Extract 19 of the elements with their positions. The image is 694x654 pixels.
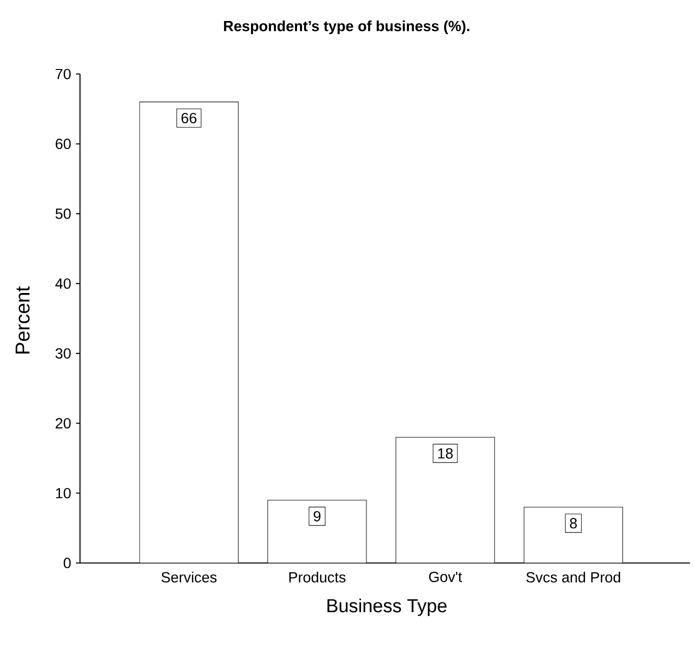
x-tick-label: Products: [289, 572, 346, 582]
y-tick-label: 40: [55, 278, 71, 289]
data-label: 66: [182, 112, 196, 124]
y-tick-label: 10: [56, 488, 71, 498]
data-label: 18: [438, 448, 453, 459]
x-axis-title: Business Type: [327, 598, 447, 616]
y-tick-label: 20: [56, 418, 71, 428]
chart-title: Respondent’s type of business (%).: [224, 20, 470, 34]
data-label: 8: [570, 518, 577, 528]
x-tick-label: Services: [161, 572, 217, 582]
y-tick-label: 60: [56, 138, 71, 150]
data-label: 9: [314, 511, 320, 522]
y-tick-label: 70: [56, 68, 71, 80]
y-axis-title: Percent: [16, 286, 30, 354]
y-tick-label: 0: [64, 558, 71, 568]
y-tick-label: 50: [56, 208, 71, 219]
y-tick-label: 30: [56, 348, 71, 359]
x-tick-label: Svcs and Prod: [526, 572, 620, 582]
x-tick-label: Gov't: [429, 572, 462, 582]
